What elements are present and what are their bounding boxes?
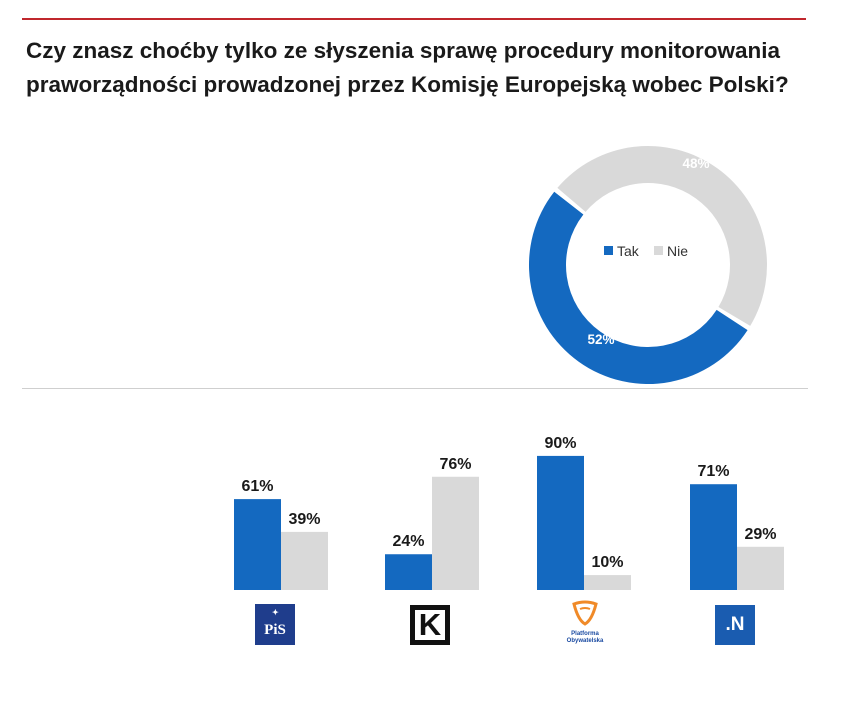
pis-logo: ✦ PiS xyxy=(255,604,295,645)
legend-swatch-tak xyxy=(604,246,613,255)
bar-po-tak xyxy=(537,455,584,590)
bar-label-po-nie: 10% xyxy=(591,554,623,571)
bar-label-kukiz-nie: 76% xyxy=(439,456,471,473)
legend-swatch-nie xyxy=(654,246,663,255)
title-line-2: praworządności prowadzonej przez Komisję… xyxy=(26,72,789,97)
donut-label-tak: 52% xyxy=(587,332,614,347)
po-logo-line-1: Platforma xyxy=(571,631,599,637)
chart-title: Czy znasz choćby tylko ze słyszenia spra… xyxy=(26,34,816,102)
donut-label-nie: 48% xyxy=(682,156,709,171)
bar-kukiz-tak xyxy=(385,554,432,590)
legend-label-tak: Tak xyxy=(617,243,640,259)
donut-legend: Tak Nie xyxy=(604,243,688,259)
title-line-1: Czy znasz choćby tylko ze słyszenia spra… xyxy=(26,38,780,63)
bar-label-po-tak: 90% xyxy=(544,435,576,452)
bar-label-pis-tak: 61% xyxy=(241,478,273,495)
kukiz-logo: K xyxy=(410,605,450,645)
legend-label-nie: Nie xyxy=(667,243,688,259)
bar-pis-tak xyxy=(234,499,281,590)
bar-pis-nie xyxy=(281,531,328,590)
po-logo-line-2: Obywatelska xyxy=(566,637,604,644)
nowoczesna-logo: .N xyxy=(715,605,755,645)
bar-label-pis-nie: 39% xyxy=(288,511,320,528)
bar-nowoczesna-tak xyxy=(690,484,737,590)
bar-label-nowoczesna-nie: 29% xyxy=(744,526,776,543)
po-logo: Platforma Obywatelska xyxy=(555,600,615,650)
bar-label-kukiz-tak: 24% xyxy=(392,533,424,550)
donut-slice-tak xyxy=(529,191,748,385)
top-rule xyxy=(22,18,806,20)
donut-slice-nie xyxy=(557,146,768,326)
section-divider xyxy=(22,388,808,389)
bar-label-nowoczesna-tak: 71% xyxy=(697,463,729,480)
bar-kukiz-nie xyxy=(432,476,479,590)
bar-po-nie xyxy=(584,575,631,590)
bar-nowoczesna-nie xyxy=(737,546,784,590)
